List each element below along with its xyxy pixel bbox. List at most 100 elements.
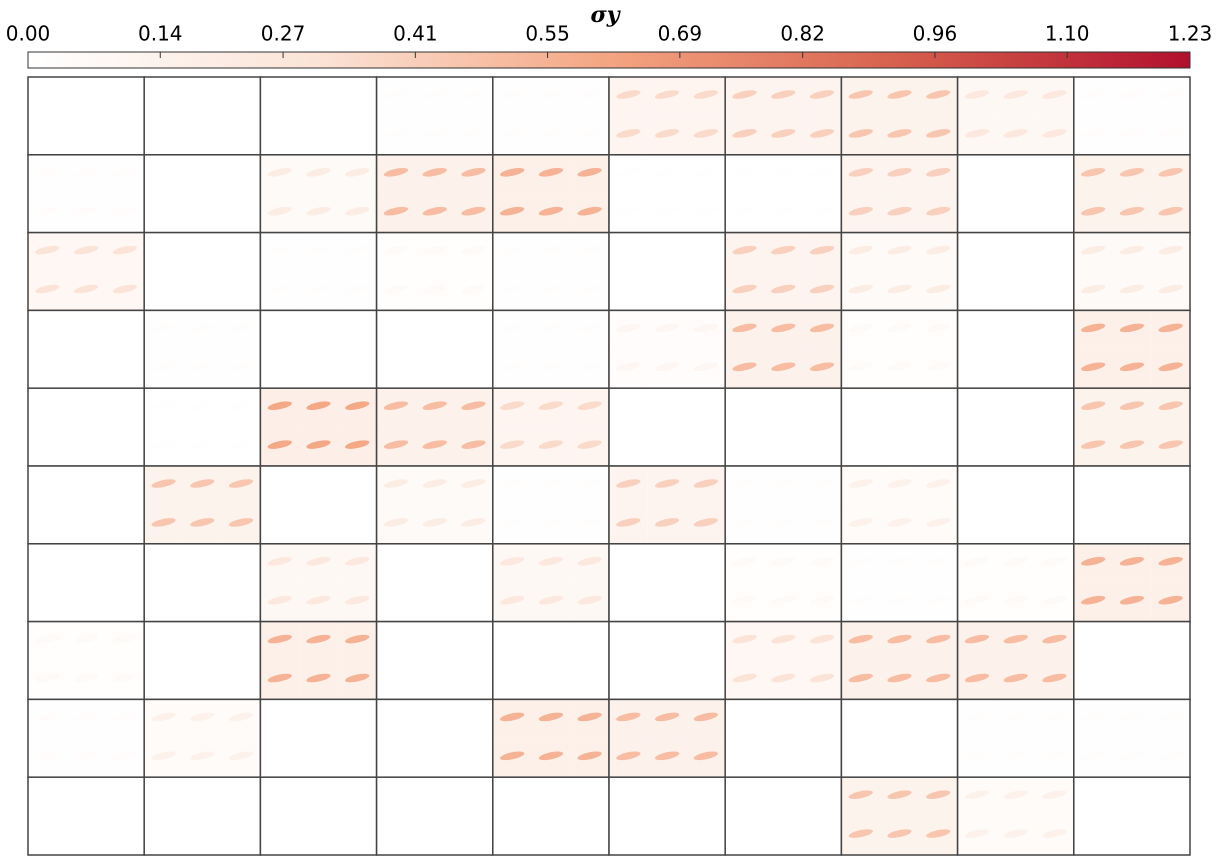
stress-streak xyxy=(112,401,137,410)
stress-streak xyxy=(461,829,486,838)
stress-streak xyxy=(1158,790,1183,799)
stress-streak xyxy=(616,557,641,566)
stress-streak xyxy=(267,751,292,761)
stress-streak xyxy=(228,712,254,722)
stress-streak xyxy=(345,634,370,644)
stress-streak xyxy=(383,829,409,838)
stress-streak xyxy=(306,479,331,488)
cell xyxy=(957,388,1074,466)
stress-streak xyxy=(306,829,331,838)
stress-streak xyxy=(500,479,525,488)
stress-streak xyxy=(422,595,447,605)
stress-streak xyxy=(422,790,447,799)
cell xyxy=(144,466,261,544)
stress-streak xyxy=(848,129,873,138)
stress-streak xyxy=(73,440,99,449)
stress-streak xyxy=(732,751,757,761)
stress-streak xyxy=(1003,245,1028,255)
stress-streak xyxy=(422,440,447,449)
stress-streak xyxy=(306,673,331,683)
stress-streak xyxy=(887,829,912,838)
stress-streak xyxy=(1158,284,1183,294)
stress-streak xyxy=(848,673,873,683)
stress-streak xyxy=(887,129,912,138)
cell xyxy=(725,466,842,544)
stress-streak xyxy=(1119,245,1145,255)
stress-streak xyxy=(383,90,409,99)
stress-streak xyxy=(461,206,486,216)
stress-streak xyxy=(964,557,990,566)
stress-streak xyxy=(500,673,525,683)
stress-streak xyxy=(809,712,835,722)
stress-streak xyxy=(1003,595,1028,605)
stress-streak xyxy=(926,245,951,255)
stress-streak xyxy=(1081,829,1106,838)
stress-streak xyxy=(964,712,990,722)
stress-streak xyxy=(1119,323,1145,333)
stress-streak xyxy=(1158,479,1183,488)
stress-streak xyxy=(577,284,602,294)
stress-streak xyxy=(190,712,215,722)
stress-streak xyxy=(1119,206,1145,216)
stress-streak xyxy=(345,518,370,527)
stress-streak xyxy=(35,751,60,761)
stress-streak xyxy=(1042,401,1067,410)
stress-streak xyxy=(73,401,99,410)
stress-streak xyxy=(383,245,409,255)
stress-streak xyxy=(461,751,486,761)
cell xyxy=(376,543,493,622)
stress-streak xyxy=(887,168,912,177)
stress-streak xyxy=(190,168,215,177)
stress-streak xyxy=(112,206,137,216)
stress-streak xyxy=(461,90,486,99)
stress-streak xyxy=(267,206,292,216)
stress-streak xyxy=(964,440,990,449)
stress-streak xyxy=(732,245,757,255)
stress-streak xyxy=(35,90,60,99)
stress-streak xyxy=(1003,284,1028,294)
stress-streak xyxy=(538,284,564,294)
stress-streak xyxy=(1158,673,1183,683)
stress-streak xyxy=(809,751,835,761)
stress-streak xyxy=(190,284,215,294)
cell xyxy=(492,621,609,700)
stress-streak xyxy=(73,206,99,216)
stress-streak xyxy=(616,518,641,527)
stress-streak xyxy=(577,90,602,99)
stress-streak xyxy=(500,557,525,566)
cell xyxy=(260,388,377,466)
cell xyxy=(260,154,377,233)
stress-streak xyxy=(693,90,718,99)
stress-streak xyxy=(538,712,564,722)
cell xyxy=(841,310,958,389)
stress-streak xyxy=(35,518,60,527)
stress-streak xyxy=(1158,712,1183,722)
stress-streak xyxy=(345,401,370,410)
stress-streak xyxy=(732,790,757,799)
stress-streak xyxy=(732,634,757,644)
stress-streak xyxy=(538,751,564,761)
stress-streak xyxy=(1081,440,1106,449)
stress-streak xyxy=(1081,245,1106,255)
stress-streak xyxy=(693,284,718,294)
cell xyxy=(376,154,493,233)
cell xyxy=(957,154,1074,233)
stress-streak xyxy=(73,479,99,488)
stress-streak xyxy=(151,595,176,605)
stress-streak xyxy=(345,595,370,605)
stress-streak xyxy=(306,323,331,333)
stress-streak xyxy=(616,362,641,372)
stress-streak xyxy=(461,284,486,294)
stress-streak xyxy=(1081,323,1106,333)
stress-streak xyxy=(73,90,99,99)
stress-streak xyxy=(190,479,215,488)
stress-streak xyxy=(500,90,525,99)
stress-streak xyxy=(461,557,486,566)
stress-streak xyxy=(1003,129,1028,138)
stress-streak xyxy=(964,479,990,488)
stress-streak xyxy=(422,518,447,527)
stress-streak xyxy=(616,206,641,216)
stress-streak xyxy=(383,557,409,566)
stress-streak xyxy=(461,518,486,527)
cell xyxy=(725,232,842,311)
